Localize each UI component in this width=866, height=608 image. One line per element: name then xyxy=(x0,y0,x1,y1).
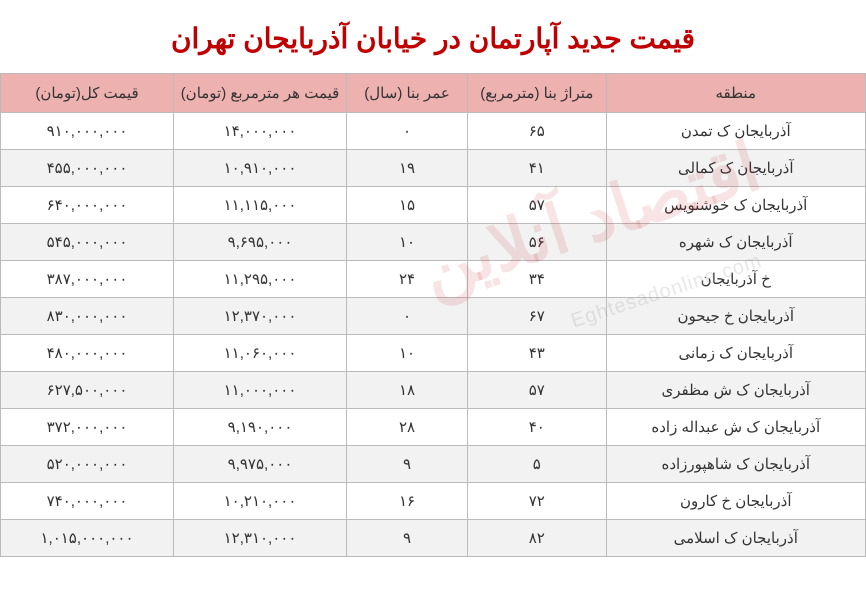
cell-total: ۷۴۰,۰۰۰,۰۰۰ xyxy=(1,483,174,520)
col-area: متراژ بنا (مترمربع) xyxy=(468,74,606,113)
cell-age: ۱۰ xyxy=(347,224,468,261)
table-body: آذربایجان ک تمدن ۶۵ ۰ ۱۴,۰۰۰,۰۰۰ ۹۱۰,۰۰۰… xyxy=(1,113,866,557)
table-row: آذربایجان ک خوشنویس ۵۷ ۱۵ ۱۱,۱۱۵,۰۰۰ ۶۴۰… xyxy=(1,187,866,224)
cell-area: ۵ xyxy=(468,446,606,483)
cell-age: ۰ xyxy=(347,298,468,335)
cell-age: ۱۸ xyxy=(347,372,468,409)
table-header-row: منطقه متراژ بنا (مترمربع) عمر بنا (سال) … xyxy=(1,74,866,113)
cell-area: ۴۳ xyxy=(468,335,606,372)
cell-region: آذربایجان خ کارون xyxy=(606,483,866,520)
cell-area: ۵۷ xyxy=(468,187,606,224)
cell-area: ۵۶ xyxy=(468,224,606,261)
col-ppm: قیمت هر مترمربع (تومان) xyxy=(174,74,347,113)
cell-age: ۰ xyxy=(347,113,468,150)
cell-age: ۱۰ xyxy=(347,335,468,372)
cell-area: ۶۷ xyxy=(468,298,606,335)
cell-ppm: ۹,۶۹۵,۰۰۰ xyxy=(174,224,347,261)
cell-area: ۷۲ xyxy=(468,483,606,520)
cell-age: ۱۶ xyxy=(347,483,468,520)
table-row: آذربایجان خ کارون ۷۲ ۱۶ ۱۰,۲۱۰,۰۰۰ ۷۴۰,۰… xyxy=(1,483,866,520)
table-row: آذربایجان ک ش مظفری ۵۷ ۱۸ ۱۱,۰۰۰,۰۰۰ ۶۲۷… xyxy=(1,372,866,409)
table-row: آذربایجان ک اسلامی ۸۲ ۹ ۱۲,۳۱۰,۰۰۰ ۱,۰۱۵… xyxy=(1,520,866,557)
cell-age: ۱۹ xyxy=(347,150,468,187)
cell-ppm: ۱۰,۹۱۰,۰۰۰ xyxy=(174,150,347,187)
table-row: آذربایجان ک شهره ۵۶ ۱۰ ۹,۶۹۵,۰۰۰ ۵۴۵,۰۰۰… xyxy=(1,224,866,261)
cell-age: ۲۸ xyxy=(347,409,468,446)
col-age: عمر بنا (سال) xyxy=(347,74,468,113)
cell-total: ۸۳۰,۰۰۰,۰۰۰ xyxy=(1,298,174,335)
table-row: آذربایجان ک زمانی ۴۳ ۱۰ ۱۱,۰۶۰,۰۰۰ ۴۸۰,۰… xyxy=(1,335,866,372)
cell-area: ۵۷ xyxy=(468,372,606,409)
cell-total: ۳۷۲,۰۰۰,۰۰۰ xyxy=(1,409,174,446)
cell-ppm: ۱۱,۰۶۰,۰۰۰ xyxy=(174,335,347,372)
cell-ppm: ۱۰,۲۱۰,۰۰۰ xyxy=(174,483,347,520)
cell-age: ۲۴ xyxy=(347,261,468,298)
cell-total: ۶۴۰,۰۰۰,۰۰۰ xyxy=(1,187,174,224)
cell-total: ۴۵۵,۰۰۰,۰۰۰ xyxy=(1,150,174,187)
cell-region: آذربایجان ک ش مظفری xyxy=(606,372,866,409)
cell-total: ۳۸۷,۰۰۰,۰۰۰ xyxy=(1,261,174,298)
cell-ppm: ۹,۱۹۰,۰۰۰ xyxy=(174,409,347,446)
table-row: آذربایجان خ جیحون ۶۷ ۰ ۱۲,۳۷۰,۰۰۰ ۸۳۰,۰۰… xyxy=(1,298,866,335)
table-row: آذربایجان ک تمدن ۶۵ ۰ ۱۴,۰۰۰,۰۰۰ ۹۱۰,۰۰۰… xyxy=(1,113,866,150)
cell-ppm: ۹,۹۷۵,۰۰۰ xyxy=(174,446,347,483)
page-title: قیمت جدید آپارتمان در خیابان آذربایجان ت… xyxy=(0,0,866,73)
cell-ppm: ۱۴,۰۰۰,۰۰۰ xyxy=(174,113,347,150)
cell-area: ۸۲ xyxy=(468,520,606,557)
cell-total: ۴۸۰,۰۰۰,۰۰۰ xyxy=(1,335,174,372)
cell-ppm: ۱۲,۳۷۰,۰۰۰ xyxy=(174,298,347,335)
cell-total: ۵۲۰,۰۰۰,۰۰۰ xyxy=(1,446,174,483)
price-table: منطقه متراژ بنا (مترمربع) عمر بنا (سال) … xyxy=(0,73,866,557)
cell-ppm: ۱۱,۲۹۵,۰۰۰ xyxy=(174,261,347,298)
cell-region: آذربایجان ک کمالی xyxy=(606,150,866,187)
cell-region: آذربایجان ک زمانی xyxy=(606,335,866,372)
cell-age: ۹ xyxy=(347,520,468,557)
cell-region: خ آذربایجان xyxy=(606,261,866,298)
col-region: منطقه xyxy=(606,74,866,113)
cell-total: ۱,۰۱۵,۰۰۰,۰۰۰ xyxy=(1,520,174,557)
cell-region: آذربایجان ک تمدن xyxy=(606,113,866,150)
cell-total: ۹۱۰,۰۰۰,۰۰۰ xyxy=(1,113,174,150)
cell-region: آذربایجان خ جیحون xyxy=(606,298,866,335)
table-row: آذربایجان ک شاهپورزاده ۵ ۹ ۹,۹۷۵,۰۰۰ ۵۲۰… xyxy=(1,446,866,483)
cell-area: ۴۱ xyxy=(468,150,606,187)
cell-region: آذربایجان ک شاهپورزاده xyxy=(606,446,866,483)
col-total: قیمت کل(تومان) xyxy=(1,74,174,113)
cell-region: آذربایجان ک شهره xyxy=(606,224,866,261)
cell-ppm: ۱۲,۳۱۰,۰۰۰ xyxy=(174,520,347,557)
cell-total: ۵۴۵,۰۰۰,۰۰۰ xyxy=(1,224,174,261)
table-row: آذربایجان ک ش عبداله زاده ۴۰ ۲۸ ۹,۱۹۰,۰۰… xyxy=(1,409,866,446)
cell-area: ۴۰ xyxy=(468,409,606,446)
cell-region: آذربایجان ک خوشنویس xyxy=(606,187,866,224)
table-row: آذربایجان ک کمالی ۴۱ ۱۹ ۱۰,۹۱۰,۰۰۰ ۴۵۵,۰… xyxy=(1,150,866,187)
cell-region: آذربایجان ک ش عبداله زاده xyxy=(606,409,866,446)
cell-age: ۹ xyxy=(347,446,468,483)
cell-ppm: ۱۱,۱۱۵,۰۰۰ xyxy=(174,187,347,224)
cell-age: ۱۵ xyxy=(347,187,468,224)
cell-area: ۳۴ xyxy=(468,261,606,298)
table-row: خ آذربایجان ۳۴ ۲۴ ۱۱,۲۹۵,۰۰۰ ۳۸۷,۰۰۰,۰۰۰ xyxy=(1,261,866,298)
cell-area: ۶۵ xyxy=(468,113,606,150)
cell-region: آذربایجان ک اسلامی xyxy=(606,520,866,557)
cell-total: ۶۲۷,۵۰۰,۰۰۰ xyxy=(1,372,174,409)
cell-ppm: ۱۱,۰۰۰,۰۰۰ xyxy=(174,372,347,409)
